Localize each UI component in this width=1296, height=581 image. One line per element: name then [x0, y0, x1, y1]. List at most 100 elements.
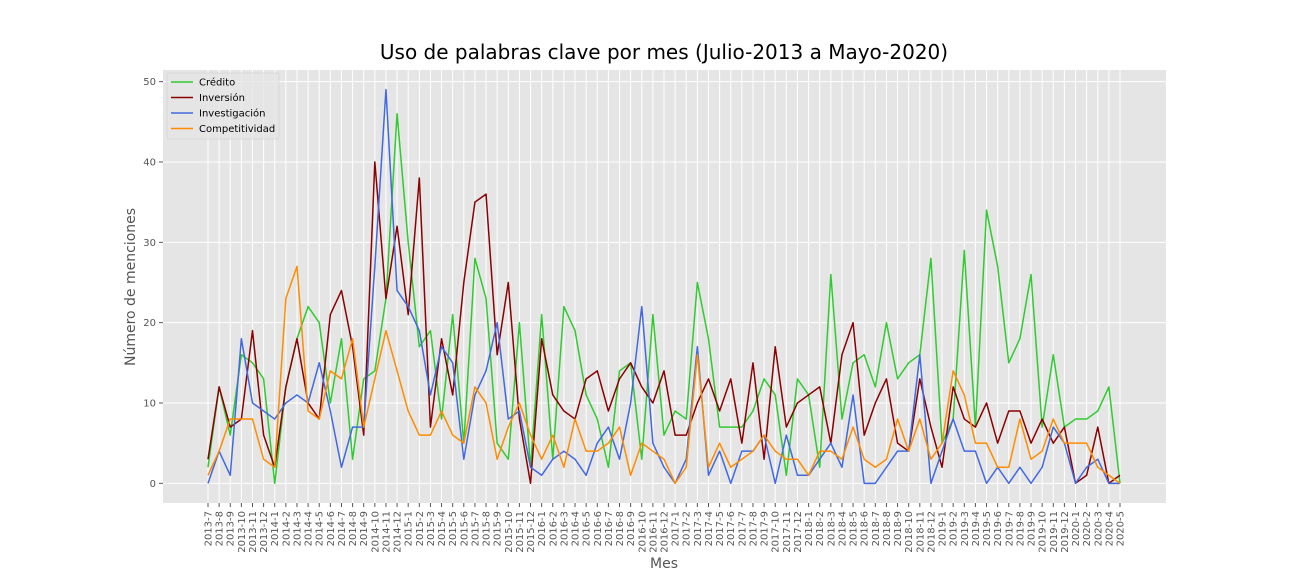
- x-tick-label: 2019-1: [938, 511, 949, 546]
- x-tick-label: 2015-2: [415, 511, 426, 546]
- x-tick-label: 2014-3: [292, 511, 303, 546]
- x-tick-label: 2014-2: [281, 511, 292, 546]
- x-tick-label: 2019-3: [960, 511, 971, 546]
- x-tick-label: 2019-9: [1027, 511, 1038, 546]
- chart-title: Uso de palabras clave por mes (Julio-201…: [380, 40, 948, 64]
- x-tick-label: 2019-2: [949, 511, 960, 546]
- x-tick-label: 2013-11: [248, 511, 259, 553]
- x-tick-label: 2015-8: [482, 511, 493, 546]
- x-tick-label: 2016-9: [626, 511, 637, 546]
- legend: Crédito Inversión Investigación Competitivi…: [166, 72, 280, 140]
- x-tick-label: 2016-3: [559, 511, 570, 546]
- y-tick-label: 40: [143, 157, 156, 168]
- y-tick-label: 10: [143, 398, 156, 409]
- x-tick-label: 2019-7: [1004, 511, 1015, 546]
- legend-label: Inversión: [199, 92, 245, 104]
- x-tick-label: 2018-10: [904, 511, 915, 553]
- legend-label: Competitividad: [199, 124, 275, 135]
- x-tick-label: 2017-8: [748, 511, 759, 546]
- y-axis-label: Número de menciones: [123, 208, 139, 366]
- grid-lines: [163, 70, 1166, 503]
- x-tick-label: 2016-11: [648, 511, 659, 553]
- x-tick-label: 2017-9: [760, 511, 771, 546]
- x-tick-label: 2017-5: [715, 511, 726, 546]
- x-tick-label: 2015-10: [504, 511, 515, 553]
- x-tick-label: 2014-8: [348, 511, 359, 546]
- x-tick-label: 2020-2: [1082, 511, 1093, 546]
- x-tick-label: 2020-4: [1104, 511, 1115, 546]
- x-tick-label: 2020-3: [1093, 511, 1104, 546]
- legend-label: Crédito: [199, 77, 235, 89]
- x-tick-label: 2018-4: [837, 511, 848, 546]
- series-line-1: [207, 161, 1121, 485]
- x-tick-label: 2020-1: [1071, 511, 1082, 546]
- x-tick-label: 2016-7: [604, 511, 615, 546]
- x-axis-label: Mes: [650, 556, 678, 572]
- x-tick-label: 2014-9: [359, 511, 370, 546]
- x-tick-label: 2018-12: [926, 511, 937, 553]
- legend-label: Investigación: [199, 108, 265, 120]
- x-tick-label: 2014-6: [326, 511, 337, 546]
- x-tick-label: 2016-8: [615, 511, 626, 546]
- x-tick-label: 2018-6: [860, 511, 871, 546]
- x-tick-label: 2017-11: [782, 511, 793, 553]
- x-tick-label: 2019-11: [1049, 511, 1060, 553]
- x-tick-label: 2016-12: [660, 511, 671, 553]
- x-tick-label: 2017-12: [793, 511, 804, 553]
- x-axis-ticks: 2013-7 2013-8 2013-9 2013-10 2013-11 2013-12 2…: [204, 503, 1127, 553]
- x-tick-label: 2018-7: [871, 511, 882, 546]
- x-tick-label: 2016-2: [548, 511, 559, 546]
- series-line-2: [207, 88, 1120, 485]
- series-line-3: [207, 265, 1121, 485]
- x-tick-label: 2017-1: [671, 511, 682, 546]
- x-tick-label: 2016-10: [637, 511, 648, 553]
- x-tick-label: 2018-11: [915, 511, 926, 553]
- x-tick-label: 2015-5: [448, 511, 459, 546]
- x-tick-label: 2013-12: [259, 511, 270, 553]
- x-tick-label: 2013-7: [204, 511, 215, 546]
- x-tick-label: 2019-6: [993, 511, 1004, 546]
- series-lines: [207, 88, 1121, 485]
- x-tick-label: 2015-4: [437, 511, 448, 546]
- x-tick-label: 2017-2: [682, 511, 693, 546]
- x-tick-label: 2018-8: [882, 511, 893, 546]
- x-tick-label: 2017-3: [693, 511, 704, 546]
- y-tick-label: 30: [143, 238, 156, 249]
- x-tick-label: 2016-5: [582, 511, 593, 546]
- x-tick-label: 2016-6: [593, 511, 604, 546]
- y-tick-label: 20: [143, 318, 156, 329]
- x-tick-label: 2018-3: [826, 511, 837, 546]
- x-tick-label: 2017-4: [704, 511, 715, 546]
- x-tick-label: 2016-1: [537, 511, 548, 546]
- y-axis-ticks: 0 10 20 30 40 50: [143, 77, 163, 490]
- x-tick-label: 2013-10: [237, 511, 248, 553]
- x-tick-label: 2018-1: [804, 511, 815, 546]
- x-tick-label: 2019-10: [1038, 511, 1049, 553]
- x-tick-label: 2013-9: [226, 511, 237, 546]
- x-tick-label: 2019-4: [971, 511, 982, 546]
- x-tick-label: 2019-5: [982, 511, 993, 546]
- x-tick-label: 2014-4: [304, 511, 315, 546]
- x-tick-label: 2018-2: [815, 511, 826, 546]
- x-tick-label: 2019-12: [1060, 511, 1071, 553]
- legend-box: [166, 72, 280, 140]
- x-tick-label: 2013-8: [215, 511, 226, 546]
- y-tick-label: 50: [143, 77, 156, 88]
- x-tick-label: 2014-5: [315, 511, 326, 546]
- x-tick-label: 2019-8: [1015, 511, 1026, 546]
- x-tick-label: 2016-4: [571, 511, 582, 546]
- x-tick-label: 2015-7: [470, 511, 481, 546]
- x-tick-label: 2015-6: [459, 511, 470, 546]
- x-tick-label: 2015-3: [426, 511, 437, 546]
- x-tick-label: 2014-11: [381, 511, 392, 553]
- x-tick-label: 2014-12: [393, 511, 404, 553]
- x-tick-label: 2018-5: [849, 511, 860, 546]
- x-tick-label: 2020-5: [1116, 511, 1127, 546]
- x-tick-label: 2014-1: [270, 511, 281, 546]
- y-tick-label: 0: [150, 479, 156, 490]
- x-tick-label: 2014-10: [370, 511, 381, 553]
- x-tick-label: 2015-9: [493, 511, 504, 546]
- x-tick-label: 2017-7: [737, 511, 748, 546]
